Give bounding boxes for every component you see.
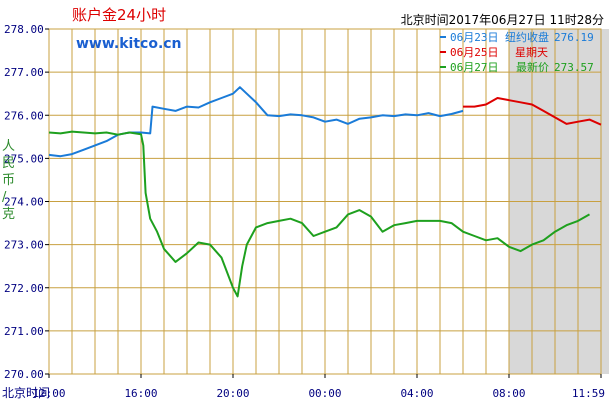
legend: 06月23日 纽约收盘 276.19 06月25日 星期天 06月27日 最新价… — [440, 30, 594, 74]
y-tick-label: 276.00 — [4, 109, 44, 122]
y-tick-label: 274.00 — [4, 196, 44, 209]
y-axis-title: 人民币 / 克 — [2, 139, 15, 222]
legend-value-1: 276.19 — [554, 31, 594, 44]
y-tick-label: 275.00 — [4, 152, 44, 165]
x-tick-label: 16:00 — [124, 387, 157, 400]
x-tick-label: 08:00 — [492, 387, 525, 400]
legend-date-2: 06月25日 — [450, 46, 499, 59]
chart-title: 账户金24小时 — [72, 6, 166, 24]
y-axis-label-char: 币 — [2, 173, 15, 188]
legend-date-3: 06月27日 — [450, 61, 499, 74]
y-tick-label: 273.00 — [4, 239, 44, 252]
y-axis-label-char: 人 — [2, 139, 15, 154]
series-lines — [48, 86, 602, 298]
y-axis-label-char: 克 — [2, 207, 15, 222]
legend-label-3: 最新价 — [516, 60, 549, 74]
y-tick-label: 270.00 — [4, 368, 44, 381]
x-tick-label: 12:00 — [32, 387, 65, 400]
x-tick-label: 04:00 — [400, 387, 433, 400]
axis-ticks: 278.00 277.00 276.00 275.00 274.00 273.00 272.… — [4, 23, 605, 400]
y-axis-label-char: 民 — [2, 156, 15, 171]
x-tick-label: 20:00 — [216, 387, 249, 400]
timestamp: 北京时间2017年06月27日 11时28分 — [401, 13, 604, 27]
x-tick-label: 00:00 — [308, 387, 341, 400]
legend-label-1: 纽约收盘 — [505, 30, 549, 44]
y-tick-label: 272.00 — [4, 282, 44, 295]
series-line-3 — [48, 130, 590, 298]
x-tick-label: 11:59 — [572, 387, 605, 400]
legend-label-2: 星期天 — [515, 46, 548, 59]
y-tick-label: 278.00 — [4, 23, 44, 36]
y-tick-label: 271.00 — [4, 325, 44, 338]
y-axis-label: 人民币 / 克 — [2, 139, 15, 222]
site-watermark: www.kitco.cn — [76, 36, 182, 52]
y-tick-label: 277.00 — [4, 66, 44, 79]
y-axis-label-char: / — [2, 190, 7, 205]
legend-value-3: 273.57 — [554, 61, 594, 74]
grid — [48, 28, 609, 375]
x-axis-label: 北京时间 — [2, 386, 50, 400]
legend-date-1: 06月23日 — [450, 31, 499, 44]
series-line-2 — [463, 97, 602, 126]
